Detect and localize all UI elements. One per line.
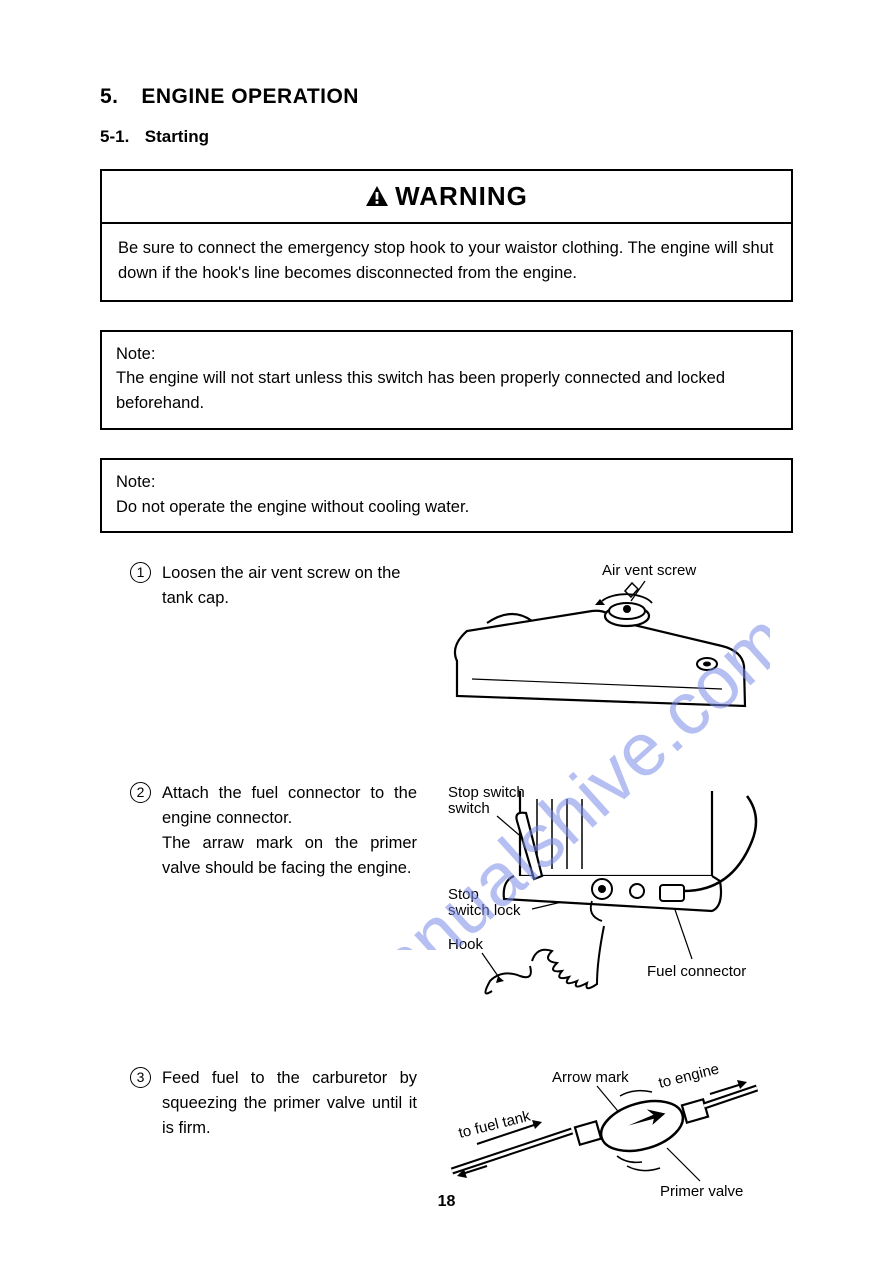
subsection-number: 5-1. bbox=[100, 127, 140, 147]
step-marker: 1 bbox=[130, 562, 162, 583]
step-marker: 2 bbox=[130, 782, 162, 803]
step-figure-2: Stop switch switch Stop switch lock Hook… bbox=[432, 781, 793, 1016]
svg-text:Hook: Hook bbox=[448, 936, 484, 953]
warning-box: WARNING Be sure to connect the emergency… bbox=[100, 169, 793, 302]
warning-header: WARNING bbox=[102, 171, 791, 224]
note-label-2: Note: bbox=[116, 470, 777, 495]
section-heading: ENGINE OPERATION bbox=[141, 85, 359, 108]
step-text: Feed fuel to the carburetor by squeezing… bbox=[162, 1066, 432, 1140]
warning-triangle-icon bbox=[365, 185, 389, 207]
note-body-1: The engine will not start unless this sw… bbox=[116, 366, 777, 416]
note-box-1: Note: The engine will not start unless t… bbox=[100, 330, 793, 430]
step-text: Loosen the air vent screw on the tank ca… bbox=[162, 561, 432, 611]
warning-body: Be sure to connect the emergency stop ho… bbox=[102, 224, 791, 300]
svg-text:to engine: to engine bbox=[657, 1066, 721, 1092]
page-number: 18 bbox=[0, 1193, 893, 1211]
step-number: 3 bbox=[130, 1067, 151, 1088]
note-box-2: Note: Do not operate the engine without … bbox=[100, 458, 793, 534]
step-text: Attach the fuel connector to the engine … bbox=[162, 781, 432, 880]
step-figure-1: Air vent screw bbox=[432, 561, 793, 721]
section-title: 5. ENGINE OPERATION bbox=[100, 85, 793, 109]
section-number: 5. bbox=[100, 85, 135, 109]
step-number: 1 bbox=[130, 562, 151, 583]
svg-text:to fuel tank: to fuel tank bbox=[457, 1108, 533, 1142]
note-label-1: Note: bbox=[116, 342, 777, 367]
note-body-2: Do not operate the engine without coolin… bbox=[116, 495, 777, 520]
svg-text:switch lock: switch lock bbox=[448, 902, 521, 919]
warning-title: WARNING bbox=[395, 181, 528, 211]
subsection-title: 5-1. Starting bbox=[100, 127, 793, 147]
step-2: 2 Attach the fuel connector to the engin… bbox=[130, 781, 793, 1016]
subsection-heading: Starting bbox=[145, 127, 209, 146]
svg-text:Fuel connector: Fuel connector bbox=[647, 963, 746, 980]
steps-list: 1 Loosen the air vent screw on the tank … bbox=[100, 561, 793, 1216]
svg-text:Stop: Stop bbox=[448, 886, 479, 903]
svg-text:switch: switch bbox=[448, 800, 490, 817]
svg-text:Stop switch: Stop switch bbox=[448, 784, 525, 801]
svg-text:Air vent screw: Air vent screw bbox=[602, 562, 696, 579]
svg-text:Arrow mark: Arrow mark bbox=[552, 1069, 629, 1086]
step-1: 1 Loosen the air vent screw on the tank … bbox=[130, 561, 793, 721]
step-marker: 3 bbox=[130, 1067, 162, 1088]
step-number: 2 bbox=[130, 782, 151, 803]
